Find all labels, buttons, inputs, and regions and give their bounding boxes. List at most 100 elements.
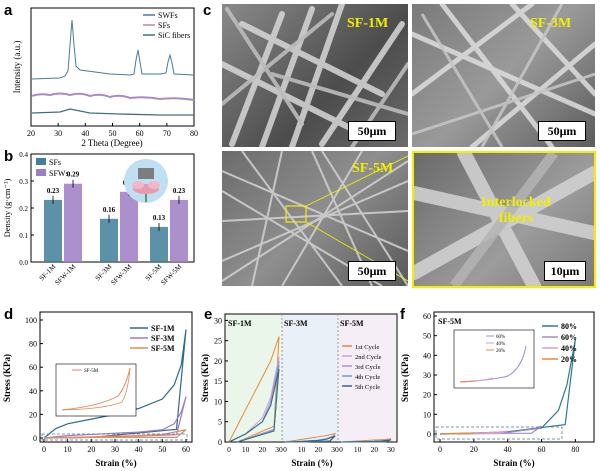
f-xlabel: Strain (%) bbox=[493, 458, 534, 468]
d-legend-sf1m: SF-1M bbox=[151, 324, 175, 333]
sem-scalebar-sf1m: 50μm bbox=[348, 121, 396, 141]
e-xlabel: Strain (%) bbox=[291, 458, 332, 468]
d-ytick: 60 bbox=[29, 363, 37, 372]
sem-image-sf5m: SF-5M 50μm bbox=[222, 151, 408, 286]
e-section-sf3m: SF-3M bbox=[284, 319, 308, 328]
density-ytick: 0.3 bbox=[19, 178, 28, 186]
f-legend-label: 80% bbox=[561, 322, 577, 331]
density-category-label: SFW-5M bbox=[159, 262, 184, 287]
density-bar bbox=[64, 183, 82, 262]
xrd-legend-sic: SiC fibers bbox=[158, 31, 190, 40]
panel-label-a: a bbox=[4, 2, 13, 19]
e-xtick: 10 bbox=[298, 445, 306, 454]
f-inset-legend-40: 40% bbox=[496, 342, 505, 347]
e-legend-label: 4th Cycle bbox=[355, 374, 380, 381]
f-ylabel: Stress (KPa) bbox=[400, 354, 410, 402]
f-xtick: 60 bbox=[538, 445, 546, 454]
density-ytick: 0.4 bbox=[19, 151, 28, 159]
f-legend-label: 20% bbox=[561, 355, 577, 364]
density-data-label: 0.13 bbox=[153, 214, 166, 222]
panel-label-f: f bbox=[400, 306, 405, 323]
flower-sample-icon bbox=[124, 159, 168, 203]
d-xtick: 60 bbox=[182, 445, 190, 454]
e-xtick: 0 bbox=[283, 445, 287, 454]
d-inset bbox=[55, 363, 137, 417]
xrd-chart: 20 30 40 50 60 70 80 2 Theta (Degree) Intensit… bbox=[12, 7, 198, 148]
e-ylabel: Stress (KPa) bbox=[200, 354, 210, 402]
d-xtick: 40 bbox=[135, 445, 143, 454]
e-ytick: 15 bbox=[214, 377, 222, 386]
density-data-label: 0.29 bbox=[67, 171, 80, 179]
density-data-label: 0.23 bbox=[173, 187, 186, 195]
e-xtick: 0 bbox=[339, 445, 343, 454]
xrd-xtick: 20 bbox=[27, 129, 35, 138]
d-legend-sf5m: SF-5M bbox=[151, 344, 175, 353]
d-xtick: 0 bbox=[42, 445, 46, 454]
e-cycle-line bbox=[284, 435, 336, 443]
d-xlabel: Strain (%) bbox=[95, 458, 136, 468]
e-xtick: 30 bbox=[275, 445, 283, 454]
panel-label-b: b bbox=[4, 148, 14, 165]
sem-tag-sf5m: SF-5M bbox=[352, 161, 394, 176]
e-xtick: 10 bbox=[354, 445, 362, 454]
xrd-xtick: 40 bbox=[81, 129, 89, 138]
f-ytick: 20 bbox=[423, 391, 431, 400]
f-inset-legend-60: 60% bbox=[496, 335, 505, 340]
density-chart: 0.0 0.1 0.2 0.3 0.4 Density (g·cm⁻¹) 0.23 0.2… bbox=[2, 151, 195, 287]
d-ytick: 20 bbox=[29, 410, 37, 419]
density-ytick: 0.0 bbox=[19, 259, 28, 267]
xrd-line-sic bbox=[31, 108, 194, 116]
f-ytick: 60 bbox=[423, 312, 431, 321]
d-xtick: 50 bbox=[158, 445, 166, 454]
panel-label-c: c bbox=[203, 2, 212, 19]
d-ytick: 100 bbox=[25, 316, 37, 325]
e-section-sf1m: SF-1M bbox=[228, 319, 252, 328]
density-bar bbox=[170, 199, 188, 262]
f-tag: SF-5M bbox=[438, 317, 462, 326]
panel-label-d: d bbox=[4, 306, 14, 323]
e-ytick: 5 bbox=[218, 418, 222, 427]
e-legend-label: 3rd Cycle bbox=[355, 364, 381, 371]
density-data-label: 0.23 bbox=[47, 187, 60, 195]
e-xtick: 0 bbox=[227, 445, 231, 454]
e-ytick: 10 bbox=[214, 397, 222, 406]
density-legend-sfs: SFs bbox=[49, 158, 61, 167]
density-legend-sfws: SFWs bbox=[49, 169, 69, 178]
sem-tag-sf1m: SF-1M bbox=[347, 16, 389, 31]
sem-image-interlocked: Interlocked fibers 10μm bbox=[412, 151, 596, 288]
density-bar bbox=[100, 218, 118, 262]
density-data-label: 0.16 bbox=[103, 206, 116, 214]
d-ylabel: Stress (KPa) bbox=[2, 354, 12, 402]
density-bar bbox=[150, 226, 168, 262]
e-cycle-line bbox=[228, 336, 280, 443]
xrd-xtick: 30 bbox=[54, 129, 62, 138]
sem-tag-sf3m: SF-3M bbox=[530, 16, 572, 31]
f-ytick: 10 bbox=[423, 410, 431, 419]
e-ytick: 25 bbox=[214, 337, 222, 346]
d-series-line bbox=[43, 396, 187, 439]
d-xtick: 20 bbox=[87, 445, 95, 454]
e-section-sf5m: SF-5M bbox=[340, 319, 364, 328]
sem-scalebar-interlocked: 10μm bbox=[544, 261, 586, 281]
f-ytick: 0 bbox=[427, 430, 431, 439]
sem-image-sf1m: SF-1M 50μm bbox=[222, 4, 408, 147]
xrd-xtick: 80 bbox=[190, 129, 198, 138]
e-xtick: 20 bbox=[259, 445, 267, 454]
d-xtick: 10 bbox=[64, 445, 72, 454]
f-inset-legend-20: 20% bbox=[496, 349, 505, 354]
e-ytick: 0 bbox=[218, 438, 222, 447]
e-xtick: 30 bbox=[331, 445, 339, 454]
density-ylabel: Density (g·cm⁻¹) bbox=[2, 178, 12, 237]
density-ytick: 0.1 bbox=[19, 232, 28, 240]
xrd-line-swfs bbox=[31, 19, 195, 80]
e-xtick: 20 bbox=[371, 445, 379, 454]
xrd-xlabel: 2 Theta (Degree) bbox=[81, 138, 142, 148]
e-xtick: 10 bbox=[242, 445, 250, 454]
f-ytick: 50 bbox=[423, 332, 431, 341]
e-xtick: 20 bbox=[315, 445, 323, 454]
d-xtick: 30 bbox=[111, 445, 119, 454]
panel-label-e: e bbox=[204, 306, 213, 323]
stress-strain-chart-d: 0 10 20 30 40 50 60 0 20 40 60 80 100 Strain (%) Str… bbox=[2, 311, 193, 468]
